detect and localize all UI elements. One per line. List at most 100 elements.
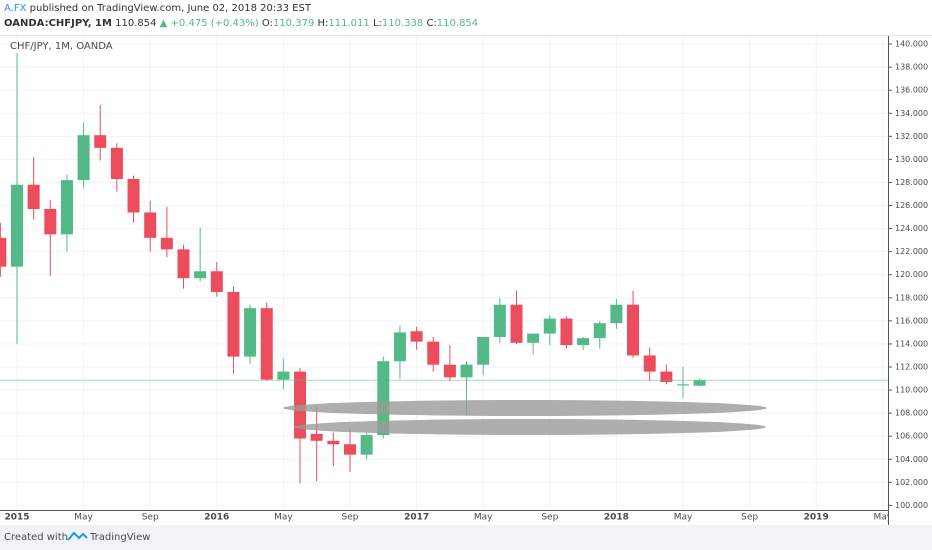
drawings <box>283 400 767 435</box>
x-tick-label: Sep <box>142 513 159 523</box>
x-tick-label: May <box>674 513 693 523</box>
x-tick-label: 2017 <box>404 513 429 523</box>
candle-body <box>244 308 257 357</box>
author: A.FX <box>4 3 27 14</box>
ohlc-label: C: <box>426 18 436 29</box>
candle-body <box>27 184 40 209</box>
candle-body <box>310 433 323 441</box>
x-tick-label: 2015 <box>4 513 29 523</box>
x-tick-label: May <box>74 513 93 523</box>
candle-body <box>560 318 573 346</box>
y-tick-label: 110.000 <box>895 386 928 395</box>
candle-body <box>510 304 523 343</box>
candle-body <box>427 341 440 365</box>
change: ▲ +0.475 (+0.43%) <box>160 18 259 29</box>
y-tick-label: 138.000 <box>895 63 928 72</box>
x-tick-label: Sep <box>342 513 359 523</box>
x-tick-label: 2016 <box>204 513 229 523</box>
x-axis: 2015 May Sep 2016 May Sep 2017 May Sep 2018 May Sep… <box>4 513 888 523</box>
ohlc-label: O: <box>262 18 273 29</box>
candle-body <box>393 332 406 362</box>
y-tick-label: 126.000 <box>895 201 928 210</box>
ohlc-value: 110.379 <box>273 18 314 29</box>
y-tick-label: 114.000 <box>895 339 928 348</box>
candle-body <box>610 304 623 324</box>
candle-body <box>643 355 656 372</box>
candle-body <box>144 212 157 238</box>
y-tick-label: 118.000 <box>895 293 928 302</box>
candle-body <box>277 371 290 380</box>
publish-line: A.FX published on TradingView.com, June … <box>4 3 312 14</box>
y-tick-label: 124.000 <box>895 224 928 233</box>
candle-body <box>443 364 456 378</box>
candle-body <box>660 371 673 382</box>
candle-body <box>460 364 473 378</box>
candle-body <box>344 444 356 455</box>
y-tick-label: 108.000 <box>895 409 928 418</box>
y-tick-label: 128.000 <box>895 178 928 187</box>
y-tick-label: 106.000 <box>895 432 928 441</box>
candle-body <box>327 440 340 445</box>
candle-body <box>110 147 123 180</box>
published: published on TradingView.com, June 02, 2… <box>30 3 312 14</box>
candle-body <box>410 331 423 342</box>
candle-body <box>577 338 590 346</box>
y-tick-label: 116.000 <box>895 316 928 325</box>
ohlc-value: 110.338 <box>382 18 423 29</box>
chart-title: CHF/JPY, 1M, OANDA <box>10 41 113 52</box>
candle-body <box>177 249 190 279</box>
candle-body <box>60 180 73 235</box>
logo <box>67 531 88 541</box>
y-tick-label: 102.000 <box>895 478 928 487</box>
ohlc-value: 110.854 <box>437 18 478 29</box>
candle-body <box>543 318 556 334</box>
last-price: 110.854 <box>115 18 156 29</box>
candle-body <box>477 337 490 365</box>
y-tick-label: 112.000 <box>895 362 928 371</box>
candle-body <box>260 308 273 380</box>
candle-body <box>160 237 173 250</box>
y-tick-label: 120.000 <box>895 270 928 279</box>
x-tick-label: 2019 <box>804 513 829 523</box>
y-tick-label: 132.000 <box>895 132 928 141</box>
y-tick-label: 104.000 <box>895 455 928 464</box>
ohlc-label: H: <box>318 18 329 29</box>
candle-body <box>693 380 706 386</box>
annotation-ellipse <box>294 419 766 435</box>
x-tick-label: May <box>274 513 293 523</box>
footer-brand[interactable]: TradingView <box>89 532 150 543</box>
y-tick-label: 134.000 <box>895 109 928 118</box>
x-tick-label: Sep <box>541 513 558 523</box>
x-tick-label: May <box>474 513 493 523</box>
candle-body <box>377 361 390 436</box>
candle-body <box>227 292 240 357</box>
candle-body <box>627 304 640 356</box>
footer-text: Created with <box>4 532 68 543</box>
y-tick-label: 136.000 <box>895 86 928 95</box>
candle-body <box>77 135 90 181</box>
candle-body <box>44 208 57 235</box>
symbol-line: OANDA:CHFJPY, 1M 110.854 ▲ +0.475 (+0.43… <box>4 18 478 29</box>
x-tick-label: 2018 <box>604 513 629 523</box>
candle-body <box>210 271 223 293</box>
ohlc-value: 111.011 <box>328 18 369 29</box>
candle-body <box>0 237 7 267</box>
ohlc-label: L: <box>373 18 382 29</box>
candle-body <box>593 323 606 339</box>
candle-body <box>94 135 107 148</box>
x-tick-label: Sep <box>741 513 758 523</box>
candle-body <box>194 271 207 279</box>
y-tick-label: 140.000 <box>895 40 928 49</box>
candle-body <box>493 304 506 338</box>
candle-body <box>677 384 689 386</box>
candle-body <box>527 333 540 343</box>
symbol: OANDA:CHFJPY, 1M <box>4 18 112 29</box>
y-tick-label: 100.000 <box>895 501 928 510</box>
candle-body <box>127 179 140 213</box>
annotation-ellipse <box>283 400 767 416</box>
footer <box>0 525 932 550</box>
y-tick-label: 122.000 <box>895 247 928 256</box>
candle-body <box>360 435 373 455</box>
candle-body <box>11 184 23 267</box>
